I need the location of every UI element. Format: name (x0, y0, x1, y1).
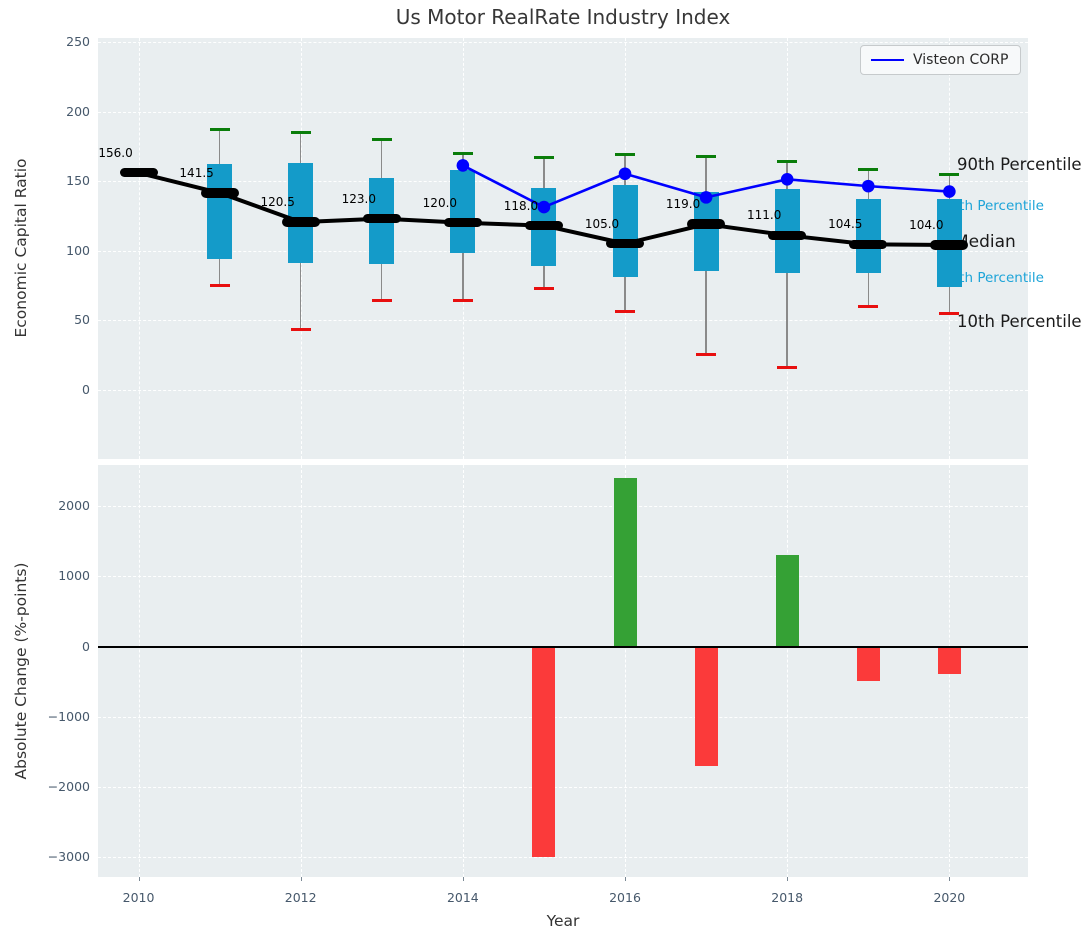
median-value-label-2014: 120.0 (422, 195, 458, 210)
median-marker-2019 (849, 239, 888, 250)
x-tick-mark (787, 877, 789, 881)
x-tick-mark (625, 877, 627, 881)
gridline-horizontal (98, 576, 1028, 578)
median-value-label-2010: 156.0 (98, 145, 133, 160)
x-tick-mark (300, 877, 302, 881)
y-tick-label: −3000 (47, 849, 90, 865)
median-marker-2020 (930, 240, 969, 250)
cap-10th-2020 (939, 311, 960, 315)
gridline-horizontal (98, 320, 1028, 322)
gridline-horizontal (98, 42, 1028, 44)
legend-line-swatch (871, 59, 904, 61)
median-value-label-2018: 111.0 (747, 208, 782, 223)
median-value-label-2017: 119.0 (665, 197, 701, 212)
median-marker-2016 (606, 238, 645, 249)
cap-10th-2017 (696, 353, 717, 357)
x-tick-label: 2016 (609, 890, 641, 905)
x-tick-label: 2020 (933, 890, 966, 905)
legend-label: Visteon CORP (913, 52, 1009, 68)
cap-10th-2012 (290, 328, 311, 332)
gridline-horizontal (98, 250, 1028, 252)
gridline-vertical (625, 465, 627, 877)
change-bar-2020 (937, 646, 961, 675)
cap-10th-2019 (858, 304, 879, 308)
gridline-vertical (300, 465, 302, 877)
cap-90th-2018 (777, 160, 798, 164)
median-marker-2018 (768, 230, 807, 240)
x-tick-label: 2012 (284, 890, 317, 905)
gridline-horizontal (98, 111, 1028, 113)
median-value-label-2016: 105.0 (584, 216, 620, 231)
y-tick-label: 1000 (58, 568, 90, 584)
change-bar-2015 (532, 646, 556, 858)
cap-90th-2016 (615, 153, 636, 157)
cap-10th-2016 (615, 310, 636, 314)
median-value-label-2013: 123.0 (341, 191, 376, 206)
gridline-vertical (787, 465, 789, 877)
x-tick-label: 2018 (771, 890, 804, 905)
y-tick-label: 0 (82, 638, 90, 654)
annotation-75th-percentile: 75th Percentile (942, 198, 1044, 214)
annotation-25th-percentile: 25th Percentile (942, 270, 1044, 286)
x-tick-mark (138, 877, 140, 881)
gridline-horizontal (98, 389, 1028, 391)
gridline-vertical (138, 465, 140, 877)
cap-90th-2015 (533, 155, 554, 159)
gridline-vertical (462, 465, 464, 877)
y-tick-label: −2000 (47, 779, 90, 795)
y-tick-label: 100 (66, 242, 90, 258)
median-value-label-2020: 104.0 (909, 218, 944, 233)
median-value-label-2011: 141.5 (179, 165, 214, 180)
x-tick-mark (949, 877, 951, 881)
annotation-10th-percentile: 10th Percentile (957, 312, 1082, 331)
annotation-90th-percentile: 90th Percentile (957, 155, 1082, 174)
x-axis-label: Year (546, 912, 580, 930)
gridline-horizontal (98, 787, 1028, 789)
median-marker-2012 (281, 217, 320, 227)
gridline-horizontal (98, 857, 1028, 859)
change-bar-2018 (775, 555, 799, 647)
cap-90th-2014 (452, 151, 473, 155)
cap-10th-2015 (533, 286, 554, 290)
x-tick-mark (462, 877, 464, 881)
cap-10th-2014 (452, 299, 473, 303)
cap-90th-2011 (209, 128, 230, 132)
legend: Visteon CORP (860, 45, 1022, 75)
x-tick-label: 2010 (122, 890, 155, 905)
cap-10th-2018 (777, 365, 798, 369)
gridline-horizontal (98, 716, 1028, 718)
cap-10th-2013 (371, 299, 392, 303)
median-value-label-2012: 120.5 (260, 195, 295, 210)
median-marker-2013 (362, 213, 401, 224)
change-bar-2017 (694, 646, 718, 767)
change-bar-2016 (613, 478, 637, 647)
y-tick-label: 0 (82, 381, 90, 397)
cap-10th-2011 (209, 283, 230, 287)
median-value-label-2015: 118.0 (503, 198, 539, 213)
median-marker-2011 (200, 188, 239, 198)
median-marker-2010 (119, 168, 158, 178)
y-tick-label: 50 (74, 312, 90, 328)
median-marker-2015 (524, 220, 563, 231)
y-tick-label: 250 (66, 34, 90, 50)
annotation-median: Median (954, 232, 1016, 252)
y-tick-label: 150 (66, 173, 90, 189)
chart-title: Us Motor RealRate Industry Index (395, 5, 731, 29)
gridline-horizontal (98, 506, 1028, 508)
cap-90th-2013 (371, 137, 392, 141)
median-value-label-2019: 104.5 (828, 217, 863, 232)
gridline-vertical (138, 38, 140, 459)
y-tick-label: 200 (66, 103, 90, 119)
median-marker-2014 (443, 218, 482, 228)
y-tick-label: 2000 (58, 498, 90, 514)
x-tick-label: 2014 (446, 890, 479, 905)
cap-90th-2012 (290, 130, 311, 134)
median-marker-2017 (687, 219, 726, 229)
y-tick-label: −1000 (47, 708, 90, 724)
zero-baseline (98, 645, 1028, 648)
change-bar-2019 (856, 646, 880, 682)
cap-90th-2017 (696, 154, 717, 158)
